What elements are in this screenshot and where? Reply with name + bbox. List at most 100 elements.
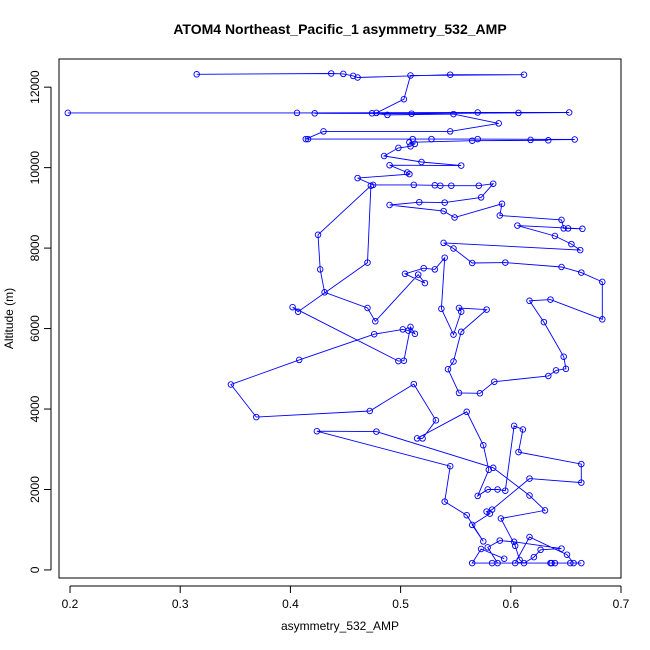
data-point <box>541 507 549 514</box>
data-point <box>547 559 554 567</box>
data-point <box>474 109 481 116</box>
data-point <box>563 551 571 558</box>
data-point <box>498 200 506 208</box>
data-point <box>519 426 527 433</box>
data-point <box>484 544 491 551</box>
data-point <box>437 182 444 189</box>
data-point <box>420 264 427 272</box>
data-point <box>440 207 447 215</box>
y-tick-label: 6000 <box>28 315 42 342</box>
data-point <box>364 259 371 266</box>
data-point <box>441 199 448 206</box>
data-point <box>570 559 577 567</box>
data-point <box>450 358 457 365</box>
x-tick-label: 0.6 <box>502 597 519 611</box>
data-point <box>480 538 487 545</box>
x-axis: 0.2 0.3 0.4 0.5 0.6 0.7 <box>62 585 630 611</box>
data-point <box>468 259 476 267</box>
data-point <box>475 182 483 189</box>
data-point <box>495 120 502 127</box>
data-point <box>496 537 504 544</box>
data-point <box>364 304 371 312</box>
data-point <box>386 161 393 169</box>
data-point <box>565 109 573 116</box>
data-point <box>502 259 509 266</box>
series-line <box>67 73 603 564</box>
data-point <box>304 135 312 143</box>
data-point <box>320 128 327 135</box>
data-point <box>527 136 534 144</box>
data-point <box>558 216 565 224</box>
data-point <box>414 271 422 278</box>
data-point <box>578 269 585 276</box>
data-point <box>551 232 559 240</box>
data-point <box>411 330 419 338</box>
data-point <box>578 460 585 468</box>
x-tick-label: 0.7 <box>613 597 630 611</box>
data-point <box>463 511 470 519</box>
y-axis: 0 2000 4000 6000 8000 10000 12000 <box>28 70 52 573</box>
data-point <box>510 538 518 546</box>
data-point <box>515 109 522 117</box>
data-point <box>468 559 476 567</box>
data-point <box>431 266 439 273</box>
data-point <box>484 486 491 493</box>
data-point <box>446 71 454 78</box>
plot-frame <box>58 58 622 579</box>
data-point <box>294 308 302 315</box>
data-point <box>311 110 318 117</box>
data-point <box>380 152 388 160</box>
data-point <box>373 428 380 435</box>
y-tick-label: 2000 <box>28 476 42 503</box>
data-point <box>438 305 445 313</box>
data-point <box>510 422 518 430</box>
data-point <box>384 111 391 119</box>
data-point <box>486 510 494 517</box>
data-point <box>468 521 476 529</box>
data-point <box>313 427 321 435</box>
data-point <box>483 306 490 313</box>
data-point <box>526 533 533 541</box>
data-point <box>400 357 408 364</box>
data-point <box>457 162 465 169</box>
data-point <box>321 289 328 296</box>
data-point <box>450 331 457 338</box>
data-point <box>407 323 414 331</box>
data-point <box>407 143 414 150</box>
data-point <box>480 441 487 449</box>
data-point <box>441 498 448 505</box>
data-point <box>537 546 544 554</box>
data-point <box>441 254 448 261</box>
data-point <box>578 479 585 486</box>
data-point <box>227 381 235 388</box>
data-point <box>432 417 440 424</box>
data-point <box>545 137 552 144</box>
data-point <box>526 475 533 482</box>
data-point <box>551 559 559 567</box>
data-point <box>500 555 508 562</box>
y-tick-label: 0 <box>28 566 42 573</box>
data-point <box>349 72 357 80</box>
data-point <box>564 225 572 232</box>
x-tick-label: 0.2 <box>62 597 79 611</box>
data-point <box>514 222 521 229</box>
data-point <box>455 389 463 397</box>
data-point <box>516 556 523 564</box>
data-point <box>455 304 463 312</box>
data-point <box>253 413 260 421</box>
data-point <box>193 71 200 78</box>
data-point <box>327 70 335 77</box>
data-point <box>406 170 413 178</box>
data-point <box>463 408 470 416</box>
data-point <box>373 109 380 117</box>
data-point <box>560 225 567 232</box>
x-tick-label: 0.5 <box>392 597 409 611</box>
data-point <box>545 372 552 380</box>
data-point <box>400 95 408 103</box>
data-point <box>289 303 296 311</box>
data-point <box>366 407 374 415</box>
y-tick-label: 8000 <box>28 234 42 261</box>
data-point <box>568 240 575 248</box>
